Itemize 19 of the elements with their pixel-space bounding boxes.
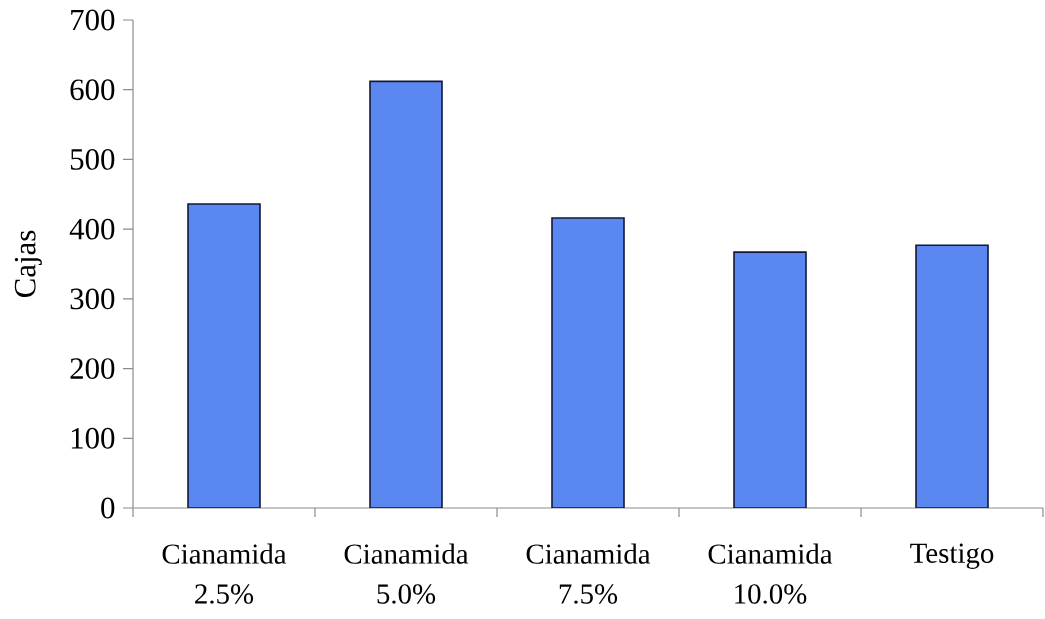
- y-axis-title: Cajas: [14, 230, 42, 298]
- y-tick-label: 500: [70, 149, 115, 170]
- y-tick-label: 100: [71, 427, 115, 449]
- bar: [733, 251, 807, 508]
- x-tick-label: Testigo: [910, 543, 994, 569]
- y-tick-label: 400: [69, 218, 115, 240]
- x-tick-label: Cianamida 2.5%: [162, 543, 287, 604]
- bar: [915, 244, 989, 508]
- y-tick-label: 0: [101, 497, 115, 519]
- y-tick-label: 700: [71, 9, 115, 31]
- bar: [551, 217, 625, 508]
- y-tick-label: 300: [70, 288, 115, 310]
- bar: [187, 203, 261, 508]
- x-tick-label: Cianamida 10.0%: [708, 543, 833, 604]
- x-tick-label: Cianamida 5.0%: [344, 543, 469, 604]
- bar: [369, 80, 443, 508]
- x-tick-label: Cianamida 7.5%: [526, 543, 651, 604]
- y-tick-label: 200: [70, 358, 115, 379]
- y-tick-label: 600: [70, 79, 115, 101]
